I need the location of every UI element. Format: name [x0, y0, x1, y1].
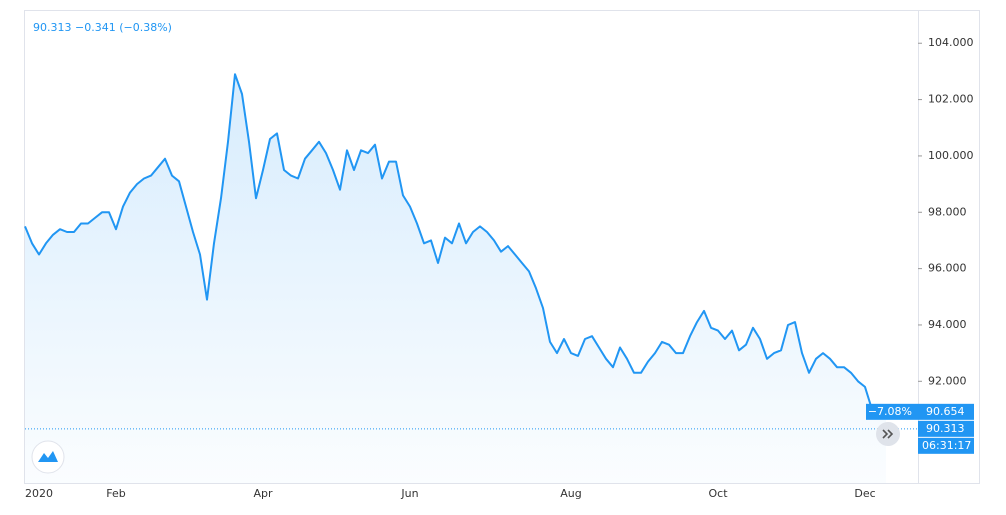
x-tick-label: 2020 [25, 487, 53, 500]
x-tick-label: Aug [560, 487, 581, 500]
logo-circle[interactable] [31, 440, 65, 474]
y-tick-label: 92.000 [928, 374, 967, 387]
area [25, 74, 886, 483]
close-price-label: 90.313 [926, 422, 965, 435]
y-tick-label: 102.000 [928, 93, 974, 106]
x-tick-label: Dec [854, 487, 875, 500]
logo[interactable] [31, 440, 65, 474]
x-tick-label: Feb [106, 487, 125, 500]
change-label: −7.08% [868, 405, 912, 418]
header-legend: 90.313 −0.341 (−0.38%) [33, 21, 172, 34]
countdown-box [918, 437, 974, 454]
last-price-box [866, 403, 974, 420]
logo-icon[interactable] [38, 451, 58, 462]
scroll-button[interactable] [876, 422, 900, 446]
x-tick-label: Oct [708, 487, 728, 500]
y-tick-label: 94.000 [928, 318, 967, 331]
last-price-label: 90.654 [926, 405, 965, 418]
y-tick-label: 96.000 [928, 262, 967, 275]
close-price-box [918, 420, 974, 437]
y-tick-label: 100.000 [928, 149, 974, 162]
x-tick-label: Apr [253, 487, 273, 500]
x-tick-label: Jun [400, 487, 418, 500]
countdown-label: 06:31:17 [922, 439, 971, 452]
price-line [24, 73, 887, 419]
scroll-button-icon[interactable] [882, 429, 894, 439]
y-tick-label: 104.000 [928, 36, 974, 49]
y-tick-label: 98.000 [928, 205, 967, 218]
